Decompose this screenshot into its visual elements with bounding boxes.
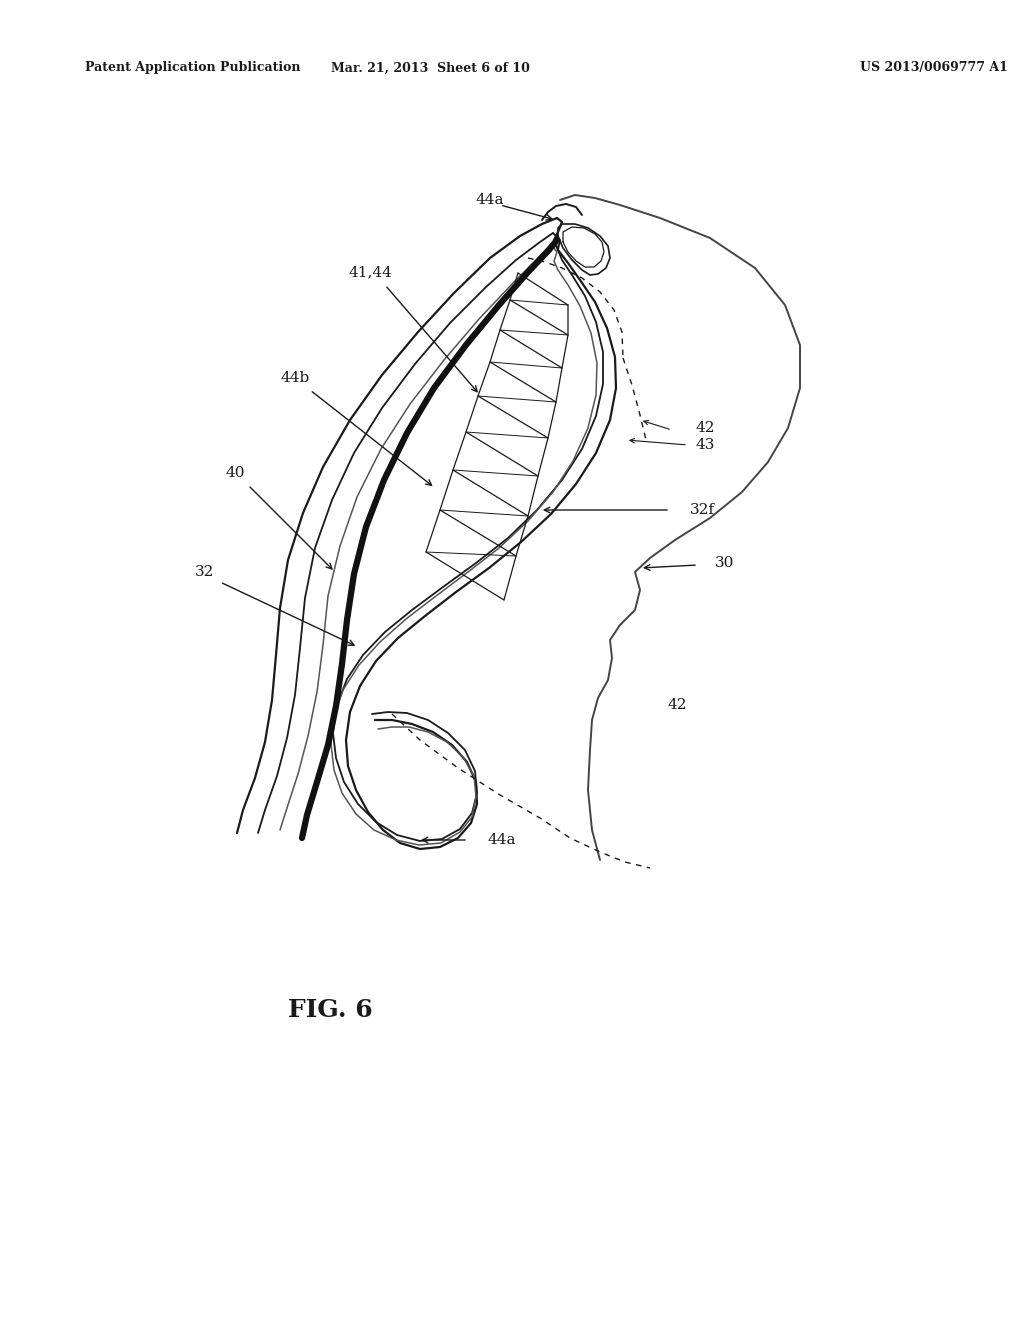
Text: 32f: 32f — [690, 503, 715, 517]
Text: FIG. 6: FIG. 6 — [288, 998, 373, 1022]
Text: 44a: 44a — [476, 193, 504, 207]
Text: 41,44: 41,44 — [348, 265, 392, 279]
Text: Mar. 21, 2013  Sheet 6 of 10: Mar. 21, 2013 Sheet 6 of 10 — [331, 62, 529, 74]
Text: 40: 40 — [225, 466, 245, 480]
Text: 42: 42 — [668, 698, 687, 711]
Text: 44b: 44b — [281, 371, 309, 385]
Text: Patent Application Publication: Patent Application Publication — [85, 62, 300, 74]
Text: 44a: 44a — [488, 833, 516, 847]
Text: 42: 42 — [695, 421, 715, 436]
Text: 32: 32 — [196, 565, 215, 579]
Text: US 2013/0069777 A1: US 2013/0069777 A1 — [860, 62, 1008, 74]
Text: 43: 43 — [695, 438, 715, 451]
Text: 30: 30 — [715, 556, 734, 570]
